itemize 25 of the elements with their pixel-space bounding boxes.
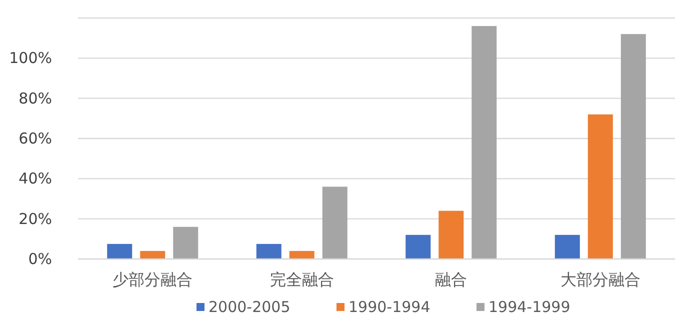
bar [140,250,166,259]
legend-label: 2000-2005 [208,298,290,316]
bar [588,114,613,259]
bar [289,250,314,259]
bar [406,234,431,259]
y-tick-label: 80% [18,89,52,108]
bar [554,234,580,259]
x-tick-label: 融合 [435,270,468,289]
bar [173,226,198,259]
bar [256,244,282,259]
bar [438,210,464,259]
bar [322,186,348,259]
x-tick-label: 大部分融合 [560,270,640,289]
y-tick-label: 0% [28,250,52,268]
y-tick-label: 40% [18,170,52,188]
bar [620,34,646,259]
legend-label: 1990-1994 [348,298,430,316]
y-tick-label: 100% [9,49,52,68]
x-tick-label: 完全融合 [270,270,334,289]
y-tick-label: 60% [18,130,52,148]
legend-label: 1994-1999 [488,298,570,316]
bar [472,26,497,259]
y-tick-label: 20% [18,210,52,228]
x-tick-label: 少部分融合 [112,270,193,289]
bar [107,244,132,259]
